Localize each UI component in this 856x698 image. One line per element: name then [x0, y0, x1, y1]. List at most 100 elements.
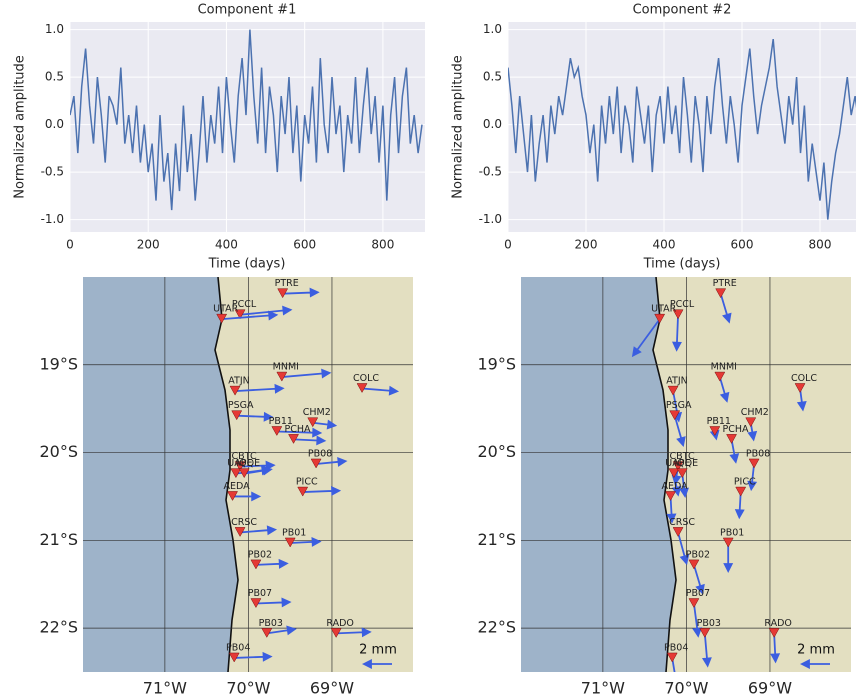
- y-tick-label: -1.0: [41, 212, 64, 226]
- station-label: PB07: [248, 588, 272, 599]
- displacement-arrow: [232, 491, 262, 502]
- station-marker: [722, 537, 734, 548]
- station-marker: [667, 385, 679, 396]
- scale-label: 2 mm: [359, 643, 397, 658]
- y-axis-label: Normalized amplitude: [451, 55, 466, 199]
- displacement-arrow: [677, 532, 690, 566]
- station-label: PCHA: [723, 424, 750, 435]
- scale-label: 2 mm: [797, 643, 835, 658]
- scale-arrow: [361, 659, 392, 669]
- displacement-arrow: [692, 603, 703, 638]
- y-tick-label: 22°S: [39, 618, 78, 637]
- displacement-arrow: [266, 625, 297, 636]
- x-tick-label: 70°W: [664, 679, 708, 698]
- station-marker: [745, 417, 757, 428]
- station-label: RADO: [326, 618, 354, 629]
- x-tick-label: 70°W: [226, 679, 270, 698]
- displacement-arrow: [719, 293, 732, 324]
- y-tick-label: 1.0: [483, 22, 502, 36]
- station-marker: [672, 527, 684, 537]
- displacement-arrow: [281, 368, 332, 379]
- y-tick-label: 21°S: [477, 530, 516, 549]
- station-marker: [250, 598, 262, 609]
- station-label: PCHA: [285, 424, 312, 435]
- line-panel: -1.0 -0.5 0.0 0.5 1.0 0 200 400 600 800 Component …: [451, 3, 856, 272]
- displacement-arrow: [276, 427, 323, 438]
- y-tick-label: 19°S: [477, 354, 516, 373]
- station-label: PB02: [686, 549, 710, 560]
- station-label: PB07: [686, 588, 710, 599]
- station-label: PB08: [308, 448, 332, 459]
- station-label: MNMI: [711, 362, 737, 373]
- station-label: ATJN: [666, 376, 687, 387]
- displacement-arrow: [302, 486, 342, 496]
- station-label: MNMI: [273, 362, 299, 373]
- station-marker: [276, 371, 288, 382]
- x-tick-label: 600: [731, 238, 754, 252]
- y-tick-label: 19°S: [39, 354, 78, 373]
- station-label: PSGA: [666, 400, 692, 411]
- x-tick-label: 71°W: [143, 679, 187, 698]
- station-label: PB11: [707, 416, 731, 427]
- station-label: CRSC: [669, 517, 695, 528]
- x-tick-label: 400: [215, 238, 238, 252]
- displacement-arrow: [234, 651, 273, 662]
- station-label: PB11: [269, 416, 293, 427]
- displacement-arrow: [336, 627, 372, 638]
- displacement-arrow: [290, 536, 322, 547]
- station-label: UTAR: [213, 304, 239, 315]
- displacement-arrow: [293, 435, 327, 446]
- station-label: CHM2: [741, 407, 769, 418]
- y-tick-label: 22°S: [477, 618, 516, 637]
- station-label: PTRE: [275, 278, 299, 289]
- station-marker: [676, 468, 688, 479]
- station-marker: [669, 410, 681, 421]
- station-marker: [238, 468, 250, 479]
- data-line: [508, 38, 856, 220]
- line-panel: -1.0 -0.5 0.0 0.5 1.0 0 200 400 600 800 Component …: [13, 3, 425, 272]
- displacement-arrow: [239, 525, 278, 536]
- station-label: CBTC: [232, 451, 257, 462]
- station-label: PB03: [697, 618, 721, 629]
- station-label: PB01: [720, 527, 744, 538]
- displacement-arrow: [701, 633, 712, 668]
- y-tick-label: 0.5: [483, 70, 502, 84]
- y-tick-label: 21°S: [39, 530, 78, 549]
- x-tick-label: 0: [504, 238, 512, 252]
- station-marker: [228, 652, 240, 663]
- station-marker: [227, 491, 238, 501]
- displacement-arrow: [244, 465, 273, 476]
- displacement-arrow: [221, 310, 279, 321]
- displacement-arrow: [282, 287, 320, 298]
- y-tick-label: 20°S: [477, 442, 516, 461]
- station-marker: [654, 313, 666, 324]
- station-label: CRSC: [231, 517, 257, 528]
- displacement-arrow: [239, 305, 293, 316]
- y-tick-label: 0.0: [45, 117, 64, 131]
- station-marker: [261, 628, 273, 638]
- station-label: UAPE: [227, 458, 252, 469]
- station-label: COLC: [353, 373, 379, 384]
- station-label: PB04: [664, 642, 688, 653]
- x-tick-label: 71°W: [581, 679, 625, 698]
- station-marker: [288, 434, 299, 444]
- station-label: IQQE: [236, 458, 260, 469]
- station-label: PB04: [226, 642, 250, 653]
- x-tick-label: 69°W: [748, 679, 792, 698]
- station-label: PB01: [282, 527, 306, 538]
- displacement-arrow: [234, 383, 285, 394]
- station-marker: [216, 313, 228, 324]
- station-label: UTAR: [651, 304, 677, 315]
- x-axis-label: Time (days): [643, 257, 721, 272]
- station-marker: [688, 559, 700, 570]
- station-label: PICC: [734, 477, 756, 488]
- displacement-arrow: [255, 597, 292, 608]
- station-marker: [768, 628, 780, 638]
- station-marker: [234, 309, 246, 320]
- station-label: RADO: [764, 618, 792, 629]
- station-marker: [284, 537, 296, 548]
- station-marker: [330, 628, 342, 638]
- station-label: COLC: [791, 373, 817, 384]
